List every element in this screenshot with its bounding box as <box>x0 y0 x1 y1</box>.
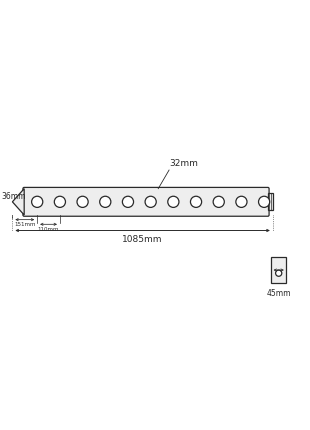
Circle shape <box>190 196 202 207</box>
Text: 32mm: 32mm <box>169 160 198 169</box>
Circle shape <box>100 196 111 207</box>
Text: 1085mm: 1085mm <box>122 235 163 244</box>
FancyBboxPatch shape <box>23 187 269 216</box>
Circle shape <box>77 196 88 207</box>
Circle shape <box>32 196 43 207</box>
Circle shape <box>168 196 179 207</box>
Bar <box>271 257 286 283</box>
Text: 45mm: 45mm <box>266 289 291 298</box>
Circle shape <box>54 196 65 207</box>
Circle shape <box>236 196 247 207</box>
Circle shape <box>122 196 134 207</box>
Circle shape <box>276 270 282 276</box>
Text: 110mm: 110mm <box>38 227 59 232</box>
Circle shape <box>259 196 270 207</box>
Polygon shape <box>12 189 24 215</box>
Text: 151mm: 151mm <box>14 222 36 227</box>
Circle shape <box>213 196 224 207</box>
Bar <box>268 193 273 210</box>
Circle shape <box>145 196 156 207</box>
Text: 36mm: 36mm <box>2 192 26 201</box>
